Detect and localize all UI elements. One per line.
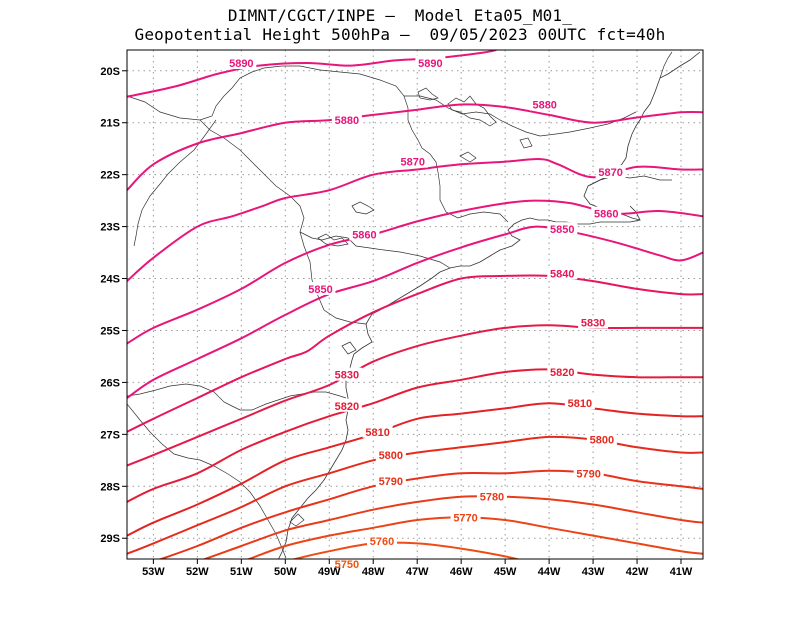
contour-label-5860: 5860 [594, 209, 618, 221]
contour-label-5780: 5780 [480, 492, 504, 504]
tick-label-lon: 43W [582, 566, 605, 578]
tick-label-lat: 28S [100, 481, 120, 493]
contour-label-5840: 5840 [550, 268, 574, 280]
contour-label-5790: 5790 [379, 476, 403, 488]
tick-label-lon: 46W [450, 566, 473, 578]
tick-label-lon: 42W [626, 566, 649, 578]
tick-label-lon: 41W [670, 566, 693, 578]
contour-label-5870: 5870 [401, 157, 425, 169]
contour-label-bg [331, 398, 362, 412]
plot-frame [126, 49, 704, 560]
contour-line-5790 [157, 469, 703, 559]
tick-label-lon: 53W [142, 566, 165, 578]
tick-label-lon: 50W [274, 566, 297, 578]
tick-label-lat: 27S [100, 429, 120, 441]
tick-label-lon: 52W [186, 566, 209, 578]
contour-label-bg [595, 165, 626, 179]
contour-label-bg [476, 489, 507, 503]
contour-label-5850: 5850 [308, 284, 332, 296]
tick-label-lat: 24S [100, 274, 120, 286]
contour-label-bg [375, 448, 406, 462]
tick-label-lon: 45W [494, 566, 517, 578]
contour-label-bg [415, 55, 446, 69]
tick-label-lon: 47W [406, 566, 429, 578]
grid-lines [127, 50, 703, 559]
tick-label-lat: 21S [100, 118, 120, 130]
contour-label-bg [578, 315, 609, 329]
contour-labels: 5890 5890 5880 5880 5870 5870 5860 5860 5850 5850… [226, 55, 626, 571]
axis-ticks: 53W 52W 51W 50W 49W 48W 47W 46W 45W 44W 43W 42W 41W 2… [100, 66, 693, 578]
tick-label-lat: 23S [100, 222, 120, 234]
contour-label-5810: 5810 [365, 427, 389, 439]
contour-label-bg [591, 206, 622, 220]
contour-label-bg [529, 97, 560, 111]
contour-label-5870: 5870 [598, 167, 622, 179]
contour-label-bg [564, 396, 595, 410]
contour-label-bg [226, 55, 257, 69]
contour-line-5830 [127, 324, 703, 467]
contour-label-5880: 5880 [335, 115, 359, 127]
map-title-line2: Geopotential Height 500hPa – 09/05/2023 … [134, 25, 666, 44]
contour-label-5830: 5830 [581, 318, 605, 330]
contour-line-5770 [245, 516, 703, 559]
contour-label-bg [450, 510, 481, 524]
tick-label-lon: 44W [538, 566, 561, 578]
contour-line-5880 [127, 103, 703, 191]
contour-label-5860: 5860 [352, 229, 376, 241]
contour-label-5880: 5880 [532, 100, 556, 112]
contour-label-bg [397, 154, 428, 168]
contour-label-5770: 5770 [453, 512, 477, 524]
contour-line-5850 [127, 225, 703, 399]
contour-line-5840 [127, 274, 703, 433]
contour-label-bg [331, 367, 362, 381]
contour-label-bg [367, 533, 398, 547]
contour-label-5820: 5820 [335, 401, 359, 413]
contour-line-5780 [201, 495, 703, 559]
contour-label-5750: 5750 [335, 559, 359, 571]
contour-label-5820: 5820 [550, 367, 574, 379]
contour-label-5850: 5850 [550, 224, 574, 236]
contour-label-bg [331, 557, 362, 571]
contour-label-bg [547, 266, 578, 280]
contour-label-bg [305, 281, 336, 295]
contour-line-5890 [127, 50, 497, 98]
tick-label-lat: 20S [100, 66, 120, 78]
contour-line-5800 [127, 435, 703, 555]
map-title-line1: DIMNT/CGCT/INPE – Model Eta05_M01_ [227, 6, 573, 25]
tick-label-lon: 48W [362, 566, 385, 578]
contour-label-5890: 5890 [229, 58, 253, 70]
tick-label-lat: 26S [100, 377, 120, 389]
contour-label-bg [331, 113, 362, 127]
coastline-boundaries [127, 51, 701, 559]
contour-label-bg [375, 474, 406, 488]
tick-label-lon: 49W [318, 566, 341, 578]
contour-label-bg [573, 466, 604, 480]
contour-line-5810 [127, 402, 703, 537]
contour-label-5800: 5800 [590, 435, 614, 447]
contour-label-5830: 5830 [335, 370, 359, 382]
contour-label-bg [547, 222, 578, 236]
contour-label-bg [547, 365, 578, 379]
tick-label-lon: 51W [230, 566, 253, 578]
contour-label-bg [349, 227, 380, 241]
contour-label-5790: 5790 [576, 468, 600, 480]
contour-label-5890: 5890 [418, 58, 442, 70]
tick-label-lat: 22S [100, 170, 120, 182]
contour-line-5820 [127, 368, 703, 503]
tick-label-lat: 29S [100, 533, 120, 545]
contour-label-5810: 5810 [568, 398, 592, 410]
contour-label-5760: 5760 [370, 536, 394, 548]
tick-label-lat: 25S [100, 325, 120, 337]
height-contours [127, 50, 703, 559]
contour-label-5800: 5800 [379, 450, 403, 462]
contour-label-bg [362, 424, 393, 438]
contour-label-bg [586, 432, 617, 446]
